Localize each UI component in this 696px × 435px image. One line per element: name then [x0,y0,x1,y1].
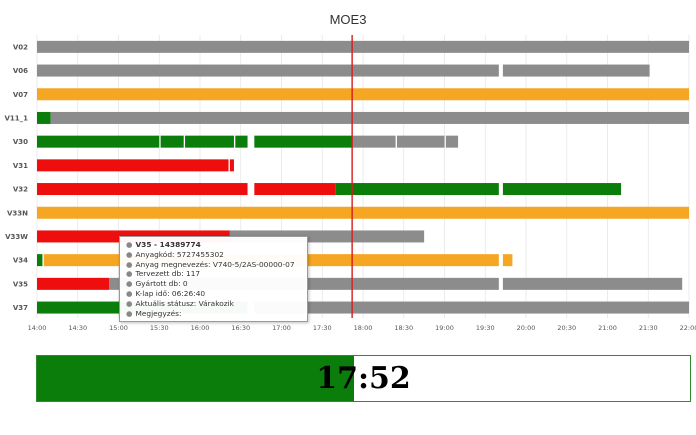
tooltip-note: Megjegyzés: [135,308,182,318]
shift-progress-fill [37,356,355,401]
task-bar-red[interactable] [37,183,248,196]
x-tick-label: 17:30 [313,324,332,332]
task-bar-green[interactable] [37,254,43,267]
row-label: V35 [13,280,28,288]
task-bar-grey[interactable] [502,277,683,290]
row-label: V31 [13,162,28,170]
row-label: V30 [13,138,28,146]
x-tick-label: 14:00 [28,324,47,332]
task-bar-grey[interactable] [352,135,396,148]
task-bar-grey[interactable] [396,135,445,148]
x-tick-label: 20:00 [517,324,536,332]
task-bar-red[interactable] [254,183,336,196]
row-label: V02 [13,43,28,51]
row-label: V33W [5,233,28,241]
task-bar-green[interactable] [160,135,184,148]
row-label: V37 [13,304,28,312]
task-bar-green[interactable] [37,135,160,148]
task-bar-green[interactable] [235,135,248,148]
bullet-icon: ● [126,298,133,308]
x-tick-label: 19:00 [435,324,454,332]
shift-progress-bar: 17:52 [36,355,691,402]
bullet-icon: ● [126,249,133,259]
x-tick-label: 15:00 [109,324,128,332]
task-tooltip: ● V35 - 14389774 ● Anyagkód: 5727455302 ● A… [119,236,308,322]
task-bar-red[interactable] [37,159,229,172]
task-bar-green[interactable] [37,111,51,124]
row-label: V32 [13,186,28,194]
x-tick-label: 20:30 [557,324,576,332]
x-tick-label: 14:30 [68,324,87,332]
task-bar-grey[interactable] [37,64,499,77]
task-bar-grey[interactable] [502,64,650,77]
x-tick-label: 17:00 [272,324,291,332]
task-bar-orange[interactable] [37,206,689,219]
task-bar-grey[interactable] [50,111,690,124]
current-time-display: 17:52 [316,361,411,396]
task-bar-green[interactable] [254,135,353,148]
row-label: V07 [13,91,28,99]
task-bar-grey[interactable] [37,40,689,53]
x-tick-label: 16:30 [231,324,250,332]
tooltip-material-code: Anyagkód: 5727455302 [135,249,224,259]
task-bar-orange[interactable] [37,88,689,101]
gantt-chart: V02 V06 V07 V11_1 V30 V31 V32 V33N V33W V34 V35 V37… [4,35,696,332]
bullet-icon: ● [126,288,133,298]
task-bar-green[interactable] [185,135,234,148]
task-bar-green[interactable] [502,183,622,196]
x-tick-label: 18:30 [394,324,413,332]
x-tick-label: 21:30 [639,324,658,332]
tooltip-planned-qty: Tervezett db: 117 [135,269,201,279]
tooltip-title: V35 - 14389774 [135,240,201,249]
x-tick-label: 15:30 [150,324,169,332]
row-label: V11_1 [4,114,28,122]
x-tick-label: 21:00 [598,324,617,332]
task-bar-green[interactable] [335,183,499,196]
row-label: V06 [13,67,28,75]
x-tick-label: 16:00 [191,324,210,332]
row-label: V34 [13,257,28,265]
x-tick-label: 22:00 [680,324,696,332]
bullet-icon: ● [126,259,133,269]
tooltip-produced-qty: Gyártott db: 0 [135,279,188,289]
tooltip-status: Aktuális státusz: Várakozik [135,298,234,308]
task-bar-orange[interactable] [502,254,513,267]
tooltip-material-name: Anyag megnevezés: V740-5/2AS-00000-07 [135,259,295,269]
x-tick-label: 19:30 [476,324,495,332]
tooltip-card-time: K-lap idő: 06:26:40 [135,288,206,298]
chart-title: MOE3 [329,12,367,27]
bullet-icon: ● [126,240,133,249]
task-bar-grey[interactable] [445,135,459,148]
x-tick-label: 18:00 [354,324,373,332]
task-bar-grey[interactable] [254,301,690,314]
bullet-icon: ● [126,308,133,318]
row-label: V33N [7,209,28,217]
bullet-icon: ● [126,269,133,279]
bullet-icon: ● [126,279,133,289]
task-bar-red[interactable] [229,159,234,172]
task-bar-red[interactable] [37,277,109,290]
